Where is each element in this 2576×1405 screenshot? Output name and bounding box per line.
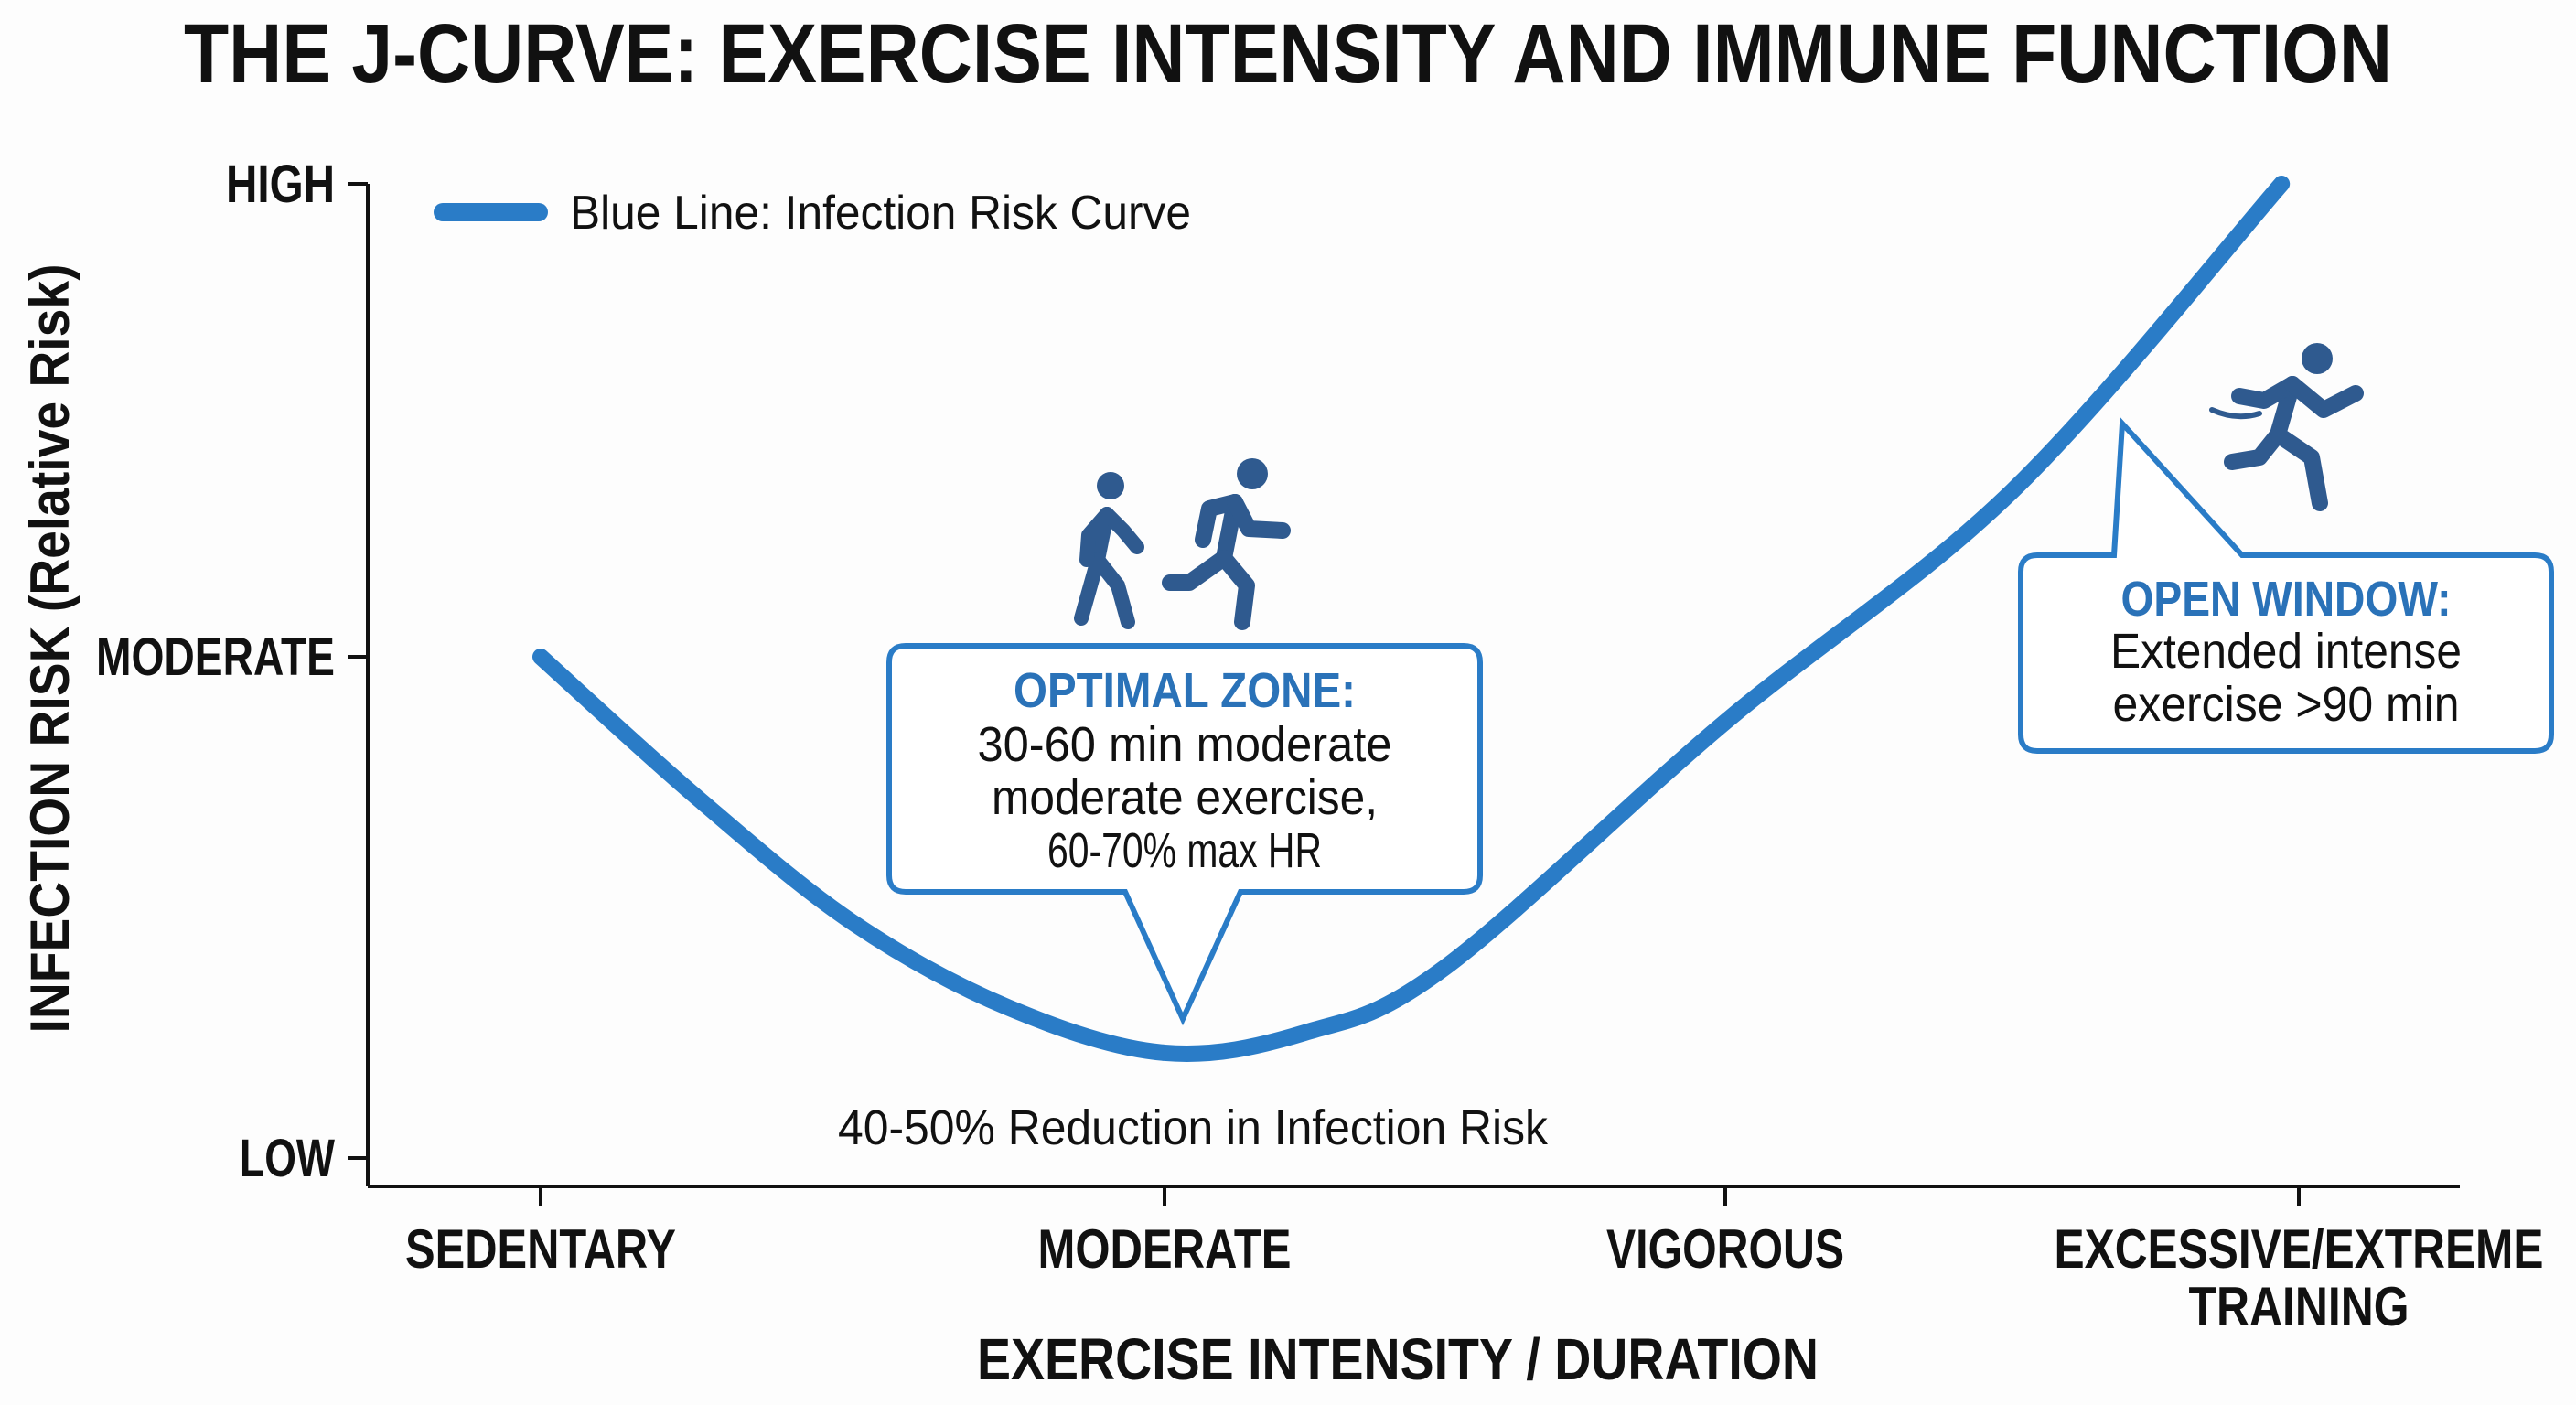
running-person-icon — [1162, 458, 1291, 630]
legend-label: Blue Line: Infection Risk Curve — [570, 187, 1191, 240]
open-window-title: OPEN WINDOW: — [2121, 572, 2452, 627]
optimal-zone-line-3: 60-70% max HR — [1047, 823, 1322, 878]
infection-risk-curve — [532, 176, 2291, 1062]
optimal-zone-title: OPTIMAL ZONE: — [1014, 663, 1356, 718]
reduction-annotation: 40-50% Reduction in Infection Risk — [838, 1100, 1549, 1155]
x-tick-label-vigorous: VIGOROUS — [1606, 1218, 1844, 1280]
y-axis-title: INFECTION RISK (Relative Risk) — [19, 264, 80, 1034]
x-axis-title: EXERCISE INTENSITY / DURATION — [977, 1326, 1819, 1392]
x-tick-label-excessive: EXCESSIVE/EXTREME — [2055, 1218, 2544, 1280]
x-tick-label-moderate: MODERATE — [1038, 1218, 1292, 1280]
y-tick-label-high: HIGH — [226, 155, 335, 214]
open-window-line-2: exercise >90 min — [2113, 677, 2460, 732]
open-window-line-1: Extended intense — [2110, 624, 2462, 679]
y-tick-label-low: LOW — [240, 1129, 335, 1188]
sprinting-person-icon — [2209, 343, 2364, 511]
open-window-callout-box — [2018, 416, 2554, 754]
chart-title: THE J-CURVE: EXERCISE INTENSITY AND IMMU… — [184, 7, 2392, 101]
optimal-zone-line-2: moderate exercise, — [992, 770, 1378, 825]
optimal-zone-callout-box — [886, 643, 1483, 1026]
y-tick-label-moderate: MODERATE — [96, 627, 335, 687]
walking-person-icon — [1074, 472, 1144, 629]
optimal-zone-line-1: 30-60 min moderate — [978, 717, 1392, 772]
x-tick-label-sedentary: SEDENTARY — [405, 1218, 676, 1280]
x-tick-label-training: TRAINING — [2189, 1276, 2410, 1337]
